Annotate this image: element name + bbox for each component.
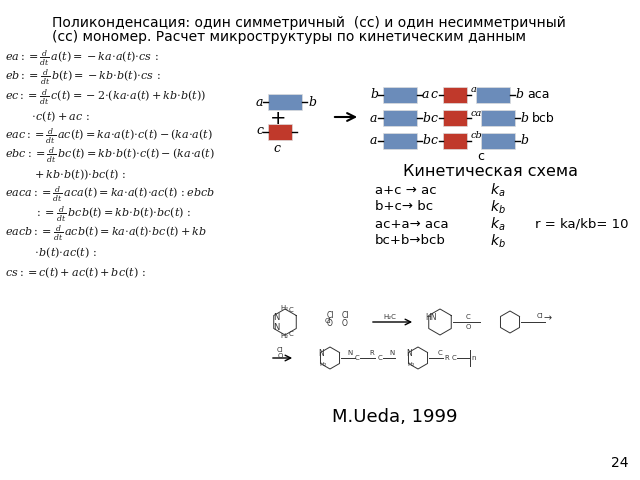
Text: C: C [378,355,382,361]
Text: aca: aca [527,88,550,101]
Text: $\quad\quad\;\; + kb{\cdot}b(t)){\cdot}bc(t)\,:$: $\quad\quad\;\; + kb{\cdot}b(t)){\cdot}b… [5,168,127,182]
Text: n: n [472,355,476,361]
Text: a: a [471,85,477,95]
Text: 24: 24 [611,456,628,470]
FancyBboxPatch shape [481,133,515,149]
Text: ac+a→ aca: ac+a→ aca [375,217,449,230]
Text: R: R [370,350,374,356]
Text: +: + [269,108,286,128]
Text: N: N [318,348,324,358]
Text: C: C [466,314,470,320]
Text: C: C [355,355,360,361]
Text: $\quad\quad\;\;\; := \frac{d}{dt}\,bcb(t) = kb{\cdot}b(t){\cdot}bc(t)\,:$: $\quad\quad\;\;\; := \frac{d}{dt}\,bcb(t… [5,204,191,224]
Text: $ec := \frac{d}{dt}\,c(t) = -2{\cdot}(ka{\cdot}a(t) + kb{\cdot}b(t))$: $ec := \frac{d}{dt}\,c(t) = -2{\cdot}(ka… [5,87,206,107]
Text: ca: ca [471,108,483,118]
Text: $ebc := \frac{d}{dt}\,bc(t) = kb{\cdot}b(t){\cdot}c(t) - (ka{\cdot}a(t)$: $ebc := \frac{d}{dt}\,bc(t) = kb{\cdot}b… [5,146,215,165]
Text: C: C [289,307,293,313]
Text: a: a [256,96,264,108]
FancyBboxPatch shape [476,87,510,103]
Text: H₂: H₂ [319,362,326,368]
Text: b: b [308,96,316,108]
Text: H₂: H₂ [280,305,288,311]
Text: $k_b$: $k_b$ [490,198,506,216]
FancyBboxPatch shape [443,87,467,103]
Text: N: N [348,350,353,356]
FancyBboxPatch shape [443,133,467,149]
Text: a: a [422,88,429,101]
Text: C: C [289,331,293,337]
Text: c: c [477,151,484,164]
FancyBboxPatch shape [268,94,302,110]
Text: $eacb := \frac{d}{dt}\,acb(t) = ka{\cdot}a(t){\cdot}bc(t) + kb$: $eacb := \frac{d}{dt}\,acb(t) = ka{\cdot… [5,224,207,243]
Text: R: R [445,355,449,361]
Text: N: N [389,350,395,356]
Text: H₂: H₂ [408,362,415,368]
Text: a: a [370,134,378,147]
Text: b: b [422,111,430,124]
Text: N: N [273,312,279,322]
Text: cb: cb [471,132,483,141]
Text: $\quad\quad\;\;\; {\cdot}b(t){\cdot}ac(t)\,:$: $\quad\quad\;\;\; {\cdot}b(t){\cdot}ac(t… [5,246,97,260]
Text: bcb: bcb [532,111,555,124]
Text: N: N [406,348,412,358]
Text: Cl: Cl [326,312,333,321]
Text: O: O [342,320,348,328]
Text: c: c [273,142,280,155]
Text: HN: HN [425,312,436,322]
FancyBboxPatch shape [268,124,292,140]
Text: O: O [277,353,283,359]
Text: b+c→ bc: b+c→ bc [375,201,433,214]
Text: $\quad\quad\;\; {\cdot}c(t) + ac\,:$: $\quad\quad\;\; {\cdot}c(t) + ac\,:$ [5,109,90,124]
Text: $ea := \frac{d}{dt}\,a(t) = -ka{\cdot}a(t){\cdot}cs\,:$: $ea := \frac{d}{dt}\,a(t) = -ka{\cdot}a(… [5,48,159,68]
Text: bc+b→bcb: bc+b→bcb [375,235,446,248]
FancyBboxPatch shape [383,110,417,126]
Text: b: b [422,134,430,147]
Text: C: C [452,355,456,361]
Text: a: a [370,111,378,124]
Text: Cl: Cl [341,312,349,321]
FancyBboxPatch shape [383,133,417,149]
Text: Cl: Cl [324,318,332,324]
Text: b: b [520,134,528,147]
Text: Поликонденсация: один симметричный  (сс) и один несимметричный: Поликонденсация: один симметричный (сс) … [52,16,566,30]
Text: Cl: Cl [276,347,284,353]
Text: b: b [520,111,528,124]
Text: $eac := \frac{d}{dt}\,ac(t) = ka{\cdot}a(t){\cdot}c(t) - (ka{\cdot}a(t)$: $eac := \frac{d}{dt}\,ac(t) = ka{\cdot}a… [5,126,213,146]
Text: c: c [431,88,438,101]
Text: O: O [465,324,470,330]
FancyBboxPatch shape [443,110,467,126]
Text: O: O [327,320,333,328]
Text: c: c [431,111,438,124]
Text: M.Ueda, 1999: M.Ueda, 1999 [332,408,458,426]
Text: Cl: Cl [536,313,543,319]
Text: a+c → ac: a+c → ac [375,183,436,196]
Text: $eaca := \frac{d}{dt}\,aca(t) = ka{\cdot}a(t){\cdot}ac(t)\,: ebcb$: $eaca := \frac{d}{dt}\,aca(t) = ka{\cdot… [5,185,215,204]
Text: H₂: H₂ [280,333,288,339]
FancyBboxPatch shape [383,87,417,103]
Text: C: C [438,350,442,356]
Text: $eb := \frac{d}{dt}\,b(t) = -kb{\cdot}b(t){\cdot}cs\,:$: $eb := \frac{d}{dt}\,b(t) = -kb{\cdot}b(… [5,68,161,87]
FancyBboxPatch shape [481,110,515,126]
Text: r = ka/kb= 10: r = ka/kb= 10 [535,217,628,230]
Text: →: → [544,313,552,323]
Text: N: N [273,323,279,332]
Text: $k_a$: $k_a$ [490,181,506,199]
Text: $cs := c(t) + ac(t) + bc(t)\,:$: $cs := c(t) + ac(t) + bc(t)\,:$ [5,265,146,280]
Text: $k_b$: $k_b$ [490,232,506,250]
Text: b: b [370,88,378,101]
Text: Кинетическая схема: Кинетическая схема [403,165,578,180]
Text: c: c [256,123,263,136]
Text: b: b [515,88,523,101]
Text: (сс) мономер. Расчет микроструктуры по кинетическим данным: (сс) мономер. Расчет микроструктуры по к… [52,30,526,44]
Text: H₂C: H₂C [383,314,396,320]
Text: c: c [431,134,438,147]
Text: $k_a$: $k_a$ [490,216,506,233]
